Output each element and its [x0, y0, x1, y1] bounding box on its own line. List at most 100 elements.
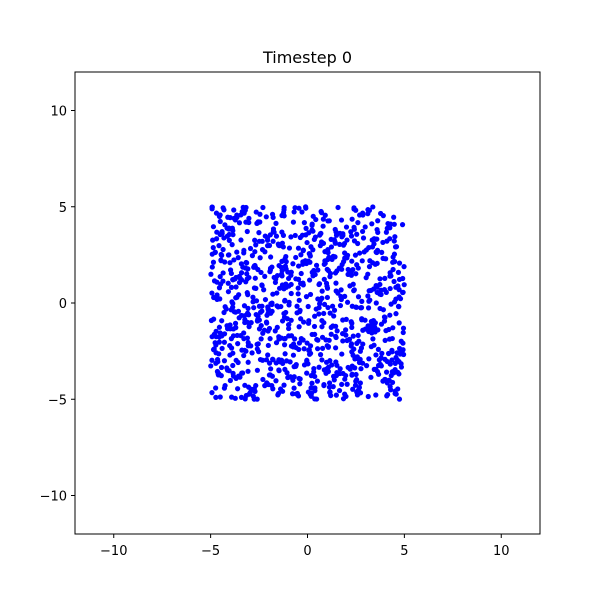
- scatter-point: [319, 324, 325, 330]
- scatter-point: [245, 359, 251, 365]
- scatter-point: [322, 258, 328, 264]
- scatter-point: [354, 340, 360, 346]
- scatter-point: [325, 267, 331, 274]
- scatter-point: [262, 296, 269, 303]
- scatter-point: [359, 258, 365, 264]
- scatter-point: [222, 382, 228, 389]
- scatter-point: [393, 311, 399, 317]
- scatter-point: [216, 324, 223, 330]
- scatter-point: [355, 265, 361, 271]
- scatter-point: [350, 281, 356, 287]
- scatter-point: [357, 380, 363, 386]
- scatter-point: [273, 340, 280, 346]
- scatter-point: [339, 351, 345, 357]
- scatter-point: [382, 275, 388, 281]
- scatter-point: [259, 238, 265, 244]
- scatter-point: [350, 386, 356, 392]
- scatter-point: [325, 364, 332, 370]
- scatter-point: [298, 336, 304, 342]
- scatter-point: [208, 363, 214, 369]
- scatter-point: [283, 253, 289, 260]
- scatter-point: [226, 252, 232, 258]
- scatter-point: [271, 274, 277, 281]
- scatter-point: [327, 310, 333, 316]
- scatter-point: [394, 350, 400, 356]
- scatter-point: [333, 359, 339, 365]
- scatter-point: [246, 219, 252, 226]
- scatter-point: [249, 350, 255, 356]
- scatter-point: [272, 328, 278, 334]
- scatter-point: [297, 381, 303, 387]
- scatter-point: [231, 257, 237, 263]
- scatter-point: [331, 377, 337, 383]
- scatter-point: [337, 366, 343, 372]
- scatter-point: [309, 380, 315, 386]
- scatter-point: [292, 205, 298, 211]
- scatter-point: [276, 242, 282, 248]
- scatter-point: [397, 296, 404, 302]
- scatter-point: [218, 364, 225, 371]
- scatter-point: [375, 346, 381, 352]
- scatter-point: [221, 331, 228, 337]
- scatter-point: [353, 304, 359, 310]
- plot-frame: [74, 71, 541, 535]
- scatter-point: [280, 244, 286, 250]
- scatter-point: [221, 358, 228, 364]
- scatter-point: [371, 286, 377, 292]
- scatter-point: [359, 228, 366, 235]
- scatter-point: [357, 250, 363, 256]
- scatter-point: [238, 312, 245, 319]
- scatter-point: [279, 258, 285, 264]
- scatter-point: [352, 356, 358, 362]
- scatter-point: [219, 345, 225, 352]
- scatter-point: [294, 390, 300, 397]
- scatter-point: [212, 249, 218, 255]
- scatter-point: [319, 334, 326, 340]
- scatter-point: [253, 311, 259, 318]
- scatter-point: [315, 296, 321, 302]
- scatter-point: [288, 281, 294, 288]
- scatter-point: [395, 269, 402, 275]
- scatter-point: [246, 312, 252, 318]
- scatter-point: [263, 319, 270, 325]
- scatter-point: [224, 323, 230, 329]
- scatter-point: [296, 297, 302, 303]
- scatter-point: [296, 340, 303, 346]
- scatter-point: [353, 378, 359, 384]
- scatter-point: [210, 245, 216, 251]
- scatter-point: [220, 270, 226, 276]
- scatter-point: [308, 393, 314, 399]
- scatter-point: [318, 208, 324, 215]
- scatter-point: [296, 205, 302, 211]
- scatter-point: [327, 358, 333, 364]
- scatter-point: [281, 342, 288, 348]
- scatter-point: [349, 216, 355, 222]
- x-tick-label: 5: [400, 544, 408, 559]
- scatter-point: [237, 275, 243, 281]
- scatter-point: [349, 258, 355, 264]
- scatter-point: [254, 396, 260, 402]
- scatter-point: [339, 381, 345, 388]
- scatter-point: [365, 393, 371, 400]
- scatter-point: [254, 346, 260, 352]
- scatter-point: [348, 319, 354, 325]
- scatter-point: [390, 266, 396, 273]
- scatter-point: [357, 348, 363, 354]
- scatter-point: [348, 233, 355, 239]
- scatter-point: [245, 292, 251, 298]
- scatter-point: [230, 300, 236, 307]
- scatter-point: [382, 314, 388, 321]
- scatter-point: [377, 276, 383, 282]
- scatter-point: [320, 223, 326, 229]
- scatter-point: [281, 286, 287, 292]
- scatter-point: [378, 210, 384, 217]
- scatter-point: [218, 258, 224, 264]
- scatter-point: [304, 358, 310, 364]
- scatter-point: [286, 333, 292, 339]
- scatter-point: [259, 282, 265, 288]
- scatter-point: [256, 326, 263, 332]
- scatter-point: [314, 336, 320, 343]
- scatter-point: [335, 204, 341, 211]
- scatter-point: [316, 364, 322, 370]
- scatter-point: [393, 391, 399, 397]
